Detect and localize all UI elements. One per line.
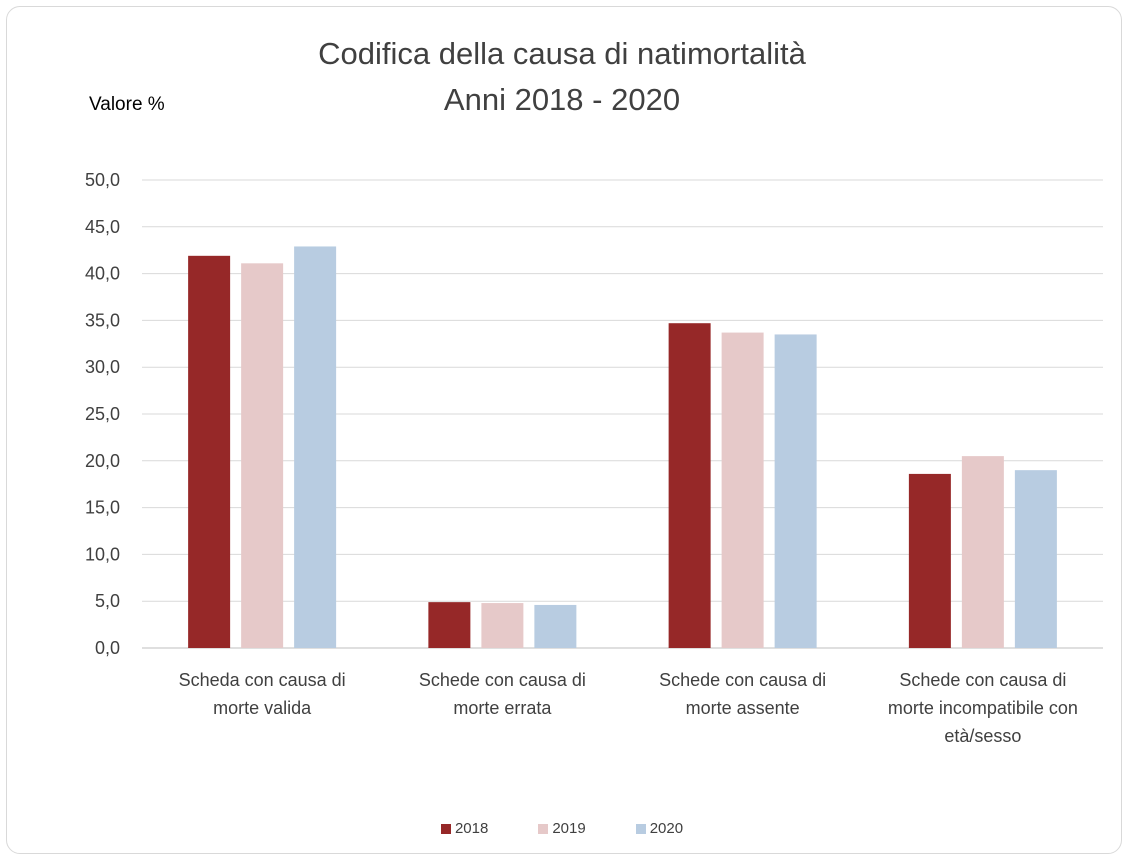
x-tick-label: età/sesso xyxy=(944,726,1021,746)
y-tick-label: 15,0 xyxy=(85,498,120,518)
bar-2019 xyxy=(961,456,1004,648)
bar-2019 xyxy=(721,332,764,648)
x-tick-label: Scheda con causa di xyxy=(179,670,346,690)
y-tick-label: 45,0 xyxy=(85,217,120,237)
x-tick-label: morte valida xyxy=(213,698,312,718)
x-tick-label: Schede con causa di xyxy=(899,670,1066,690)
legend-swatch-2018 xyxy=(440,823,451,834)
y-tick-label: 0,0 xyxy=(95,638,120,658)
legend-label-2020: 2020 xyxy=(649,820,684,837)
bar-2020 xyxy=(294,246,337,648)
legend-swatch-2020 xyxy=(635,823,646,834)
y-tick-label: 50,0 xyxy=(85,170,120,190)
chart-subtitle: Anni 2018 - 2020 xyxy=(443,82,681,117)
bar-2018 xyxy=(428,602,471,648)
x-tick-label: morte incompatibile con xyxy=(888,698,1078,718)
y-tick-label: 5,0 xyxy=(95,591,120,611)
legend-item-2018: 2018 xyxy=(440,820,489,837)
legend-item-2019: 2019 xyxy=(538,820,586,837)
x-tick-label: Schede con causa di xyxy=(659,670,826,690)
bar-2018 xyxy=(188,255,231,649)
chart-title: Codifica della causa di natimortalità xyxy=(318,36,806,71)
x-tick-label: Schede con causa di xyxy=(419,670,586,690)
x-tick-label: morte assente xyxy=(686,698,800,718)
y-tick-label: 40,0 xyxy=(85,264,120,284)
legend-label-2019: 2019 xyxy=(552,820,586,837)
y-tick-label: 20,0 xyxy=(85,451,120,471)
y-axis-label: Valore % xyxy=(89,94,165,115)
x-tick-label: morte errata xyxy=(453,698,552,718)
legend-swatch-2019 xyxy=(538,823,549,834)
bar-chart-plot: 0,0 5,0 10,0 15,0 20,0 25,0 30,0 35,0 40,0 45,0 50… xyxy=(85,170,1103,746)
bar-2019 xyxy=(241,263,284,648)
bar-2019 xyxy=(481,603,524,648)
bar-2018 xyxy=(908,473,951,648)
y-tick-label: 25,0 xyxy=(85,404,120,424)
y-tick-label: 35,0 xyxy=(85,310,120,330)
bar-2020 xyxy=(1014,470,1057,648)
y-tick-label: 10,0 xyxy=(85,544,120,564)
y-tick-label: 30,0 xyxy=(85,357,120,377)
legend-item-2020: 2020 xyxy=(635,820,684,837)
legend-label-2018: 2018 xyxy=(454,820,489,837)
bar-2020 xyxy=(774,334,817,648)
bar-2018 xyxy=(668,323,711,648)
bar-2020 xyxy=(534,604,577,648)
chart-legend: 2018 2019 2020 xyxy=(0,820,1124,837)
